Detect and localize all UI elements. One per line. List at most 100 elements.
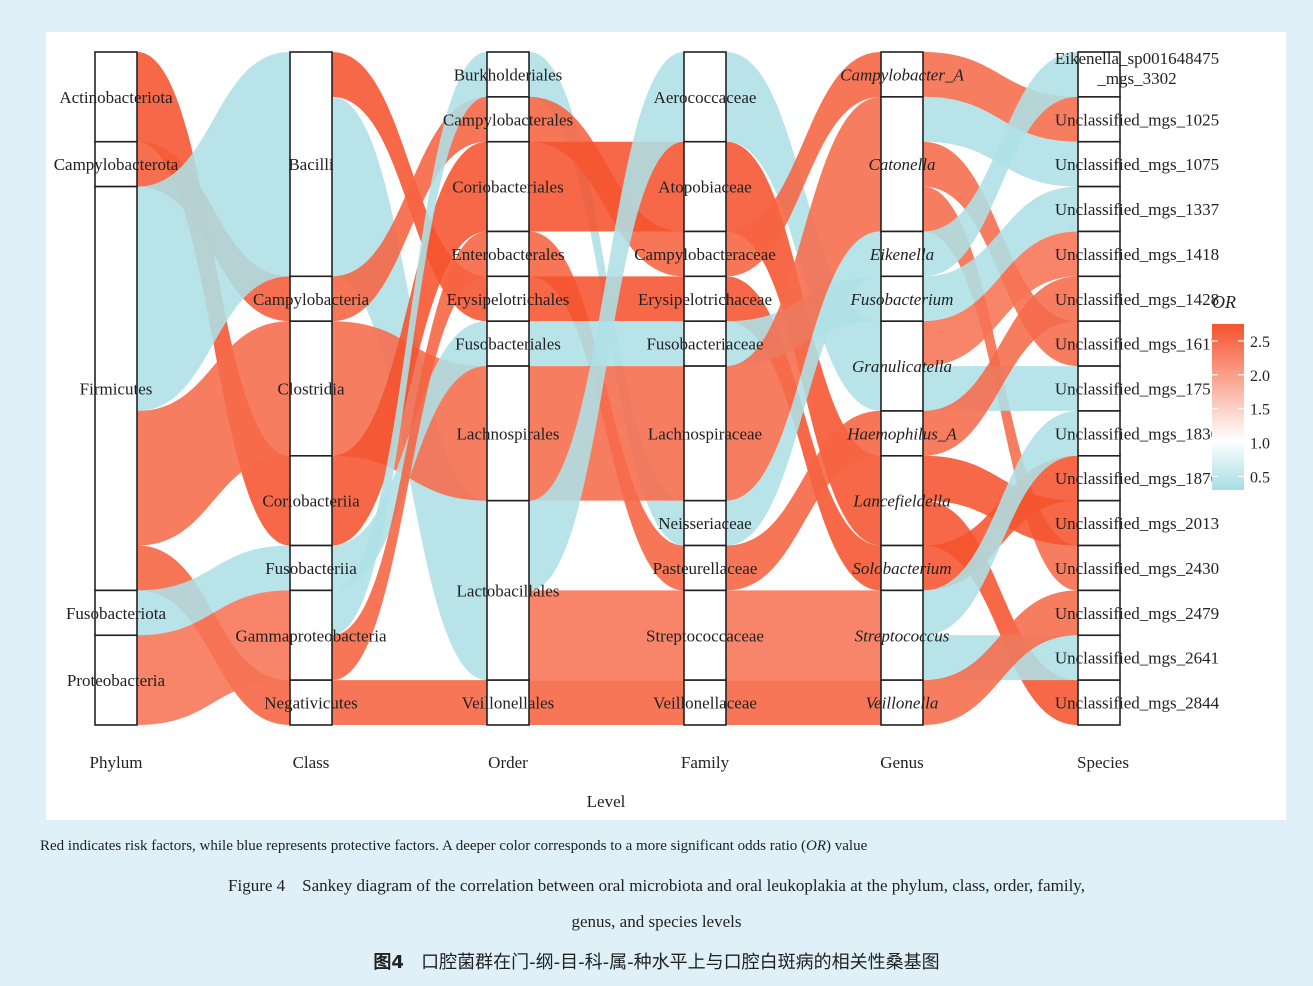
axis-layer: Phylum Class Order Family Genus Species Level [90, 753, 1129, 811]
axis-label-species: Species [1077, 753, 1129, 772]
node-fusobacteriota [94, 589, 138, 637]
node-label-unclassified-mgs-1836: Unclassified_mgs_1836 [1055, 424, 1219, 443]
node-coriobacteriia [289, 454, 333, 547]
node-atopobiaceae [683, 140, 727, 233]
node-label-unclassified-mgs-1617: Unclassified_mgs_1617 [1055, 335, 1220, 354]
node-label-fusobacteriales: Fusobacteriales [455, 335, 561, 354]
node-gammaproteobacteria [289, 589, 333, 681]
flow-veillonella-to-unclassified-mgs-2479 [923, 590, 1078, 725]
figure-caption-en-line1: Figure 4 Sankey diagram of the correlati… [228, 876, 1085, 895]
node-label-unclassified-mgs-1876: Unclassified_mgs_1876 [1055, 469, 1219, 488]
legend-tick-label: 1.0 [1250, 436, 1270, 453]
node-veillonellales [486, 679, 530, 726]
node-label-veillonellales: Veillonellales [462, 694, 555, 713]
node-label-unclassified-mgs-1025: Unclassified_mgs_1025 [1055, 110, 1219, 129]
node-label-enterobacterales: Enterobacterales [451, 245, 564, 264]
sankey-diagram: Actinobacteriota Campylobacterota Firmicut… [54, 49, 1270, 811]
flow-pasteurellaceae-to-haemophilus-a [726, 410, 881, 591]
node-fusobacterium [880, 275, 924, 322]
caption-note-text: Red indicates risk factors, while blue r… [40, 838, 807, 854]
node-label-clostridia: Clostridia [277, 380, 345, 399]
node-lachnospirales [486, 365, 530, 502]
node-label-bacilli: Bacilli [288, 155, 334, 174]
node-lancefieldella [880, 454, 924, 547]
node-label-aerococcaceae: Aerococcaceae [654, 88, 757, 107]
node-label-lachnospirales: Lachnospirales [457, 424, 560, 443]
node-actinobacteriota [94, 51, 138, 143]
node-label-proteobacteria: Proteobacteria [67, 671, 166, 690]
node-label-fusobacteriaceae: Fusobacteriaceae [646, 335, 763, 354]
legend: OR 2.5 2.0 1.5 1.0 0.5 [1212, 292, 1270, 490]
node-label-fusobacterium: Fusobacterium [850, 290, 954, 309]
legend-tick-label: 2.5 [1250, 334, 1270, 351]
node-label-pasteurellaceae: Pasteurellaceae [653, 559, 758, 578]
node-label-unclassified-mgs-2479: Unclassified_mgs_2479 [1055, 604, 1219, 623]
node-label-burkholderiales: Burkholderiales [454, 65, 563, 84]
node-label-actinobacteriota: Actinobacteriota [59, 88, 173, 107]
node-unclassified-mgs-2479 [1077, 589, 1121, 637]
caption-note: Red indicates risk factors, while blue r… [40, 838, 867, 855]
flow-lactobacillales-to-streptococcaceae [529, 590, 684, 681]
figure-panel: Actinobacteriota Campylobacterota Firmicut… [46, 32, 1286, 820]
node-unclassified-mgs-2844 [1077, 679, 1121, 726]
legend-tick-label: 2.0 [1250, 368, 1270, 385]
node-unclassified-mgs-2013 [1077, 499, 1121, 547]
node-label-atopobiaceae: Atopobiaceae [658, 178, 751, 197]
node-label-campylobacteria: Campylobacteria [253, 290, 370, 309]
node-unclassified-mgs-1836 [1077, 410, 1121, 457]
node-label-veillonellaceae: Veillonellaceae [653, 694, 757, 713]
node-label-granulicatella: Granulicatella [852, 357, 952, 376]
flow-streptococcus-to-unclassified-mgs-1836 [923, 410, 1078, 636]
node-label-unclassified-mgs-2430: Unclassified_mgs_2430 [1055, 559, 1219, 578]
flow-fusobacterium-to-unclassified-mgs-1337 [923, 186, 1078, 322]
node-label-solobacterium: Solobacterium [852, 559, 951, 578]
node-campylobacterota [94, 140, 138, 188]
flow-negativicutes-to-veillonellales [332, 680, 487, 725]
node-unclassified-mgs-2641 [1077, 634, 1121, 681]
flow-lachnospiraceae-to-catonella [726, 96, 881, 501]
flow-campylobacter-a-to-unclassified-mgs-1025 [923, 52, 1078, 142]
node-veillonella [880, 679, 924, 726]
node-label-firmicutes: Firmicutes [80, 380, 153, 399]
node-label-unclassified-mgs-1075: Unclassified_mgs_1075 [1055, 155, 1219, 174]
flow-streptococcaceae-to-streptococcus [726, 590, 881, 681]
node-granulicatella [880, 320, 924, 412]
node-label-campylobacterales: Campylobacterales [443, 110, 573, 129]
node-erysipelotrichaceae [683, 275, 727, 322]
node-label-lactobacillales: Lactobacillales [457, 581, 560, 600]
figure-caption-zh: 图4 口腔菌群在门-纲-目-科-属-种水平上与口腔白斑病的相关性桑基图 [0, 948, 1313, 974]
flow-gammaproteobacteria-to-enterobacterales [332, 231, 487, 681]
caption-note-suffix: ) value [826, 838, 868, 854]
node-label-campylobacterota: Campylobacterota [54, 155, 179, 174]
legend-colorbar [1212, 324, 1244, 490]
node-eikenella-sp001648475-mgs-3302 [1077, 51, 1121, 98]
axis-label-class: Class [293, 753, 330, 772]
node-label-campylobacter-a: Campylobacter_A [840, 65, 964, 84]
node-label-eikenella: Eikenella [869, 245, 934, 264]
flow-proteobacteria-to-gammaproteobacteria [137, 590, 290, 725]
node-label-catonella: Catonella [868, 155, 935, 174]
node-negativicutes [289, 679, 333, 726]
node-label-neisseriaceae: Neisseriaceae [658, 514, 751, 533]
flow-firmicutes-to-clostridia [137, 321, 290, 546]
axis-label-phylum: Phylum [90, 753, 143, 772]
node-layer [94, 51, 1121, 726]
axis-label-order: Order [488, 753, 528, 772]
legend-tick-label: 1.5 [1250, 402, 1270, 419]
node-unclassified-mgs-1617 [1077, 320, 1121, 367]
node-label-campylobacteraceae: Campylobacteraceae [634, 245, 776, 264]
node-label-gammaproteobacteria: Gammaproteobacteria [235, 626, 386, 645]
node-label-eikenella-sp001648475-mgs-3302: Eikenella_sp001648475 _mgs_3302 [1055, 49, 1219, 88]
flow-layer [137, 52, 1078, 725]
node-bacilli [289, 51, 333, 278]
node-fusobacteriales [486, 320, 530, 367]
node-label-coriobacteriia: Coriobacteriia [262, 492, 360, 511]
node-veillonellaceae [683, 679, 727, 726]
node-label-unclassified-mgs-1751: Unclassified_mgs_1751 [1055, 380, 1219, 399]
node-label-unclassified-mgs-1428: Unclassified_mgs_1428 [1055, 290, 1219, 309]
axis-label-family: Family [681, 753, 730, 772]
figure-caption-en-line2: genus, and species levels [571, 912, 742, 931]
flow-lactobacillales-to-aerococcaceae [529, 52, 684, 591]
node-unclassified-mgs-1075 [1077, 140, 1121, 188]
flow-gammaproteobacteria-to-burkholderiales [332, 52, 487, 636]
